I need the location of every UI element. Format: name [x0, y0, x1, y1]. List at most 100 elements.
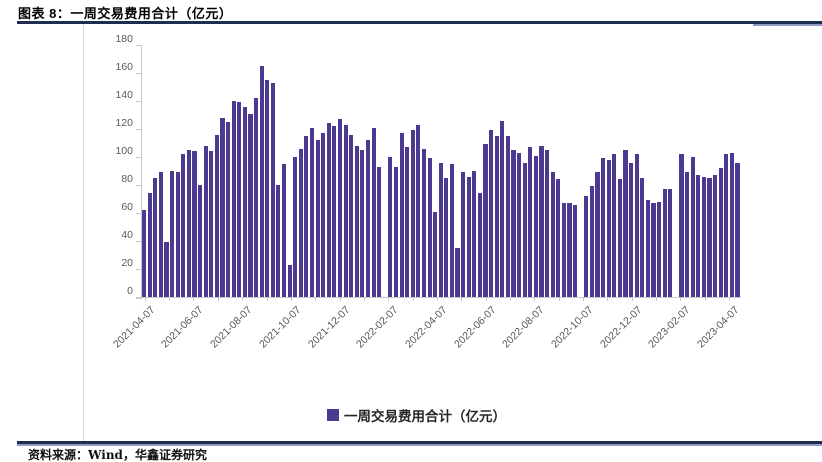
- x-axis-tick: [217, 297, 219, 301]
- bar: [377, 166, 382, 297]
- bar: [640, 178, 645, 297]
- bar: [466, 176, 471, 297]
- bar: [629, 162, 634, 297]
- y-axis-tick: [136, 44, 141, 46]
- x-axis-tick: [582, 297, 584, 301]
- bar: [405, 147, 410, 297]
- footer-rule-light: [17, 444, 822, 446]
- bar: [248, 113, 253, 297]
- bar: [707, 178, 712, 297]
- y-axis-tick: [136, 128, 141, 130]
- bar: [287, 264, 292, 297]
- x-axis-tick: [655, 297, 657, 301]
- header-rule: [17, 21, 822, 24]
- bar: [601, 158, 606, 297]
- y-axis-label: 100: [115, 144, 133, 157]
- y-axis-label: 80: [121, 172, 133, 185]
- x-axis-tick: [680, 297, 682, 301]
- bar: [545, 150, 550, 297]
- bar: [225, 122, 231, 297]
- bar: [147, 193, 152, 297]
- bar: [203, 145, 208, 297]
- bar: [701, 176, 706, 297]
- chart-legend: 一周交易费用合计（亿元）: [117, 405, 716, 425]
- x-axis-label: 2022-02-07: [354, 304, 401, 351]
- x-axis-tick: [509, 297, 511, 301]
- legend-label: 一周交易费用合计（亿元）: [344, 409, 506, 424]
- bar: [410, 130, 415, 297]
- x-axis-tick: [193, 297, 195, 301]
- bar: [561, 203, 566, 297]
- bar: [175, 172, 180, 297]
- bar: [685, 172, 690, 297]
- bar: [449, 164, 455, 297]
- source-note: 资料来源：Wind，华鑫证券研究: [28, 448, 207, 462]
- bar: [623, 150, 628, 297]
- bar: [309, 127, 315, 297]
- bar: [399, 133, 404, 297]
- x-axis-label: 2021-12-07: [305, 304, 353, 351]
- x-axis-label: 2021-04-07: [110, 304, 158, 351]
- x-axis-tick: [169, 297, 171, 301]
- bar: [533, 155, 538, 297]
- x-axis-tick: [436, 297, 438, 301]
- y-axis-label: 160: [115, 60, 133, 73]
- x-axis-tick: [339, 297, 341, 301]
- bar: [735, 162, 740, 297]
- bar: [729, 152, 734, 297]
- y-axis-tick: [136, 184, 141, 186]
- x-axis-label: 2021-10-07: [256, 304, 304, 351]
- bar: [186, 150, 191, 297]
- bar: [494, 136, 499, 297]
- bar: [388, 157, 393, 297]
- bar: [332, 126, 337, 297]
- bar: [539, 145, 544, 297]
- bar: [209, 151, 214, 297]
- bar: [253, 98, 259, 297]
- y-axis-tick: [136, 240, 141, 242]
- bar: [517, 152, 522, 297]
- y-axis-tick: [136, 100, 141, 102]
- y-axis-label: 60: [121, 200, 133, 213]
- bar: [181, 154, 186, 297]
- bar: [573, 204, 578, 297]
- y-axis-tick: [136, 296, 141, 298]
- bar: [304, 136, 309, 297]
- bar: [281, 164, 287, 297]
- x-axis-tick: [144, 297, 146, 301]
- bar: [651, 203, 656, 297]
- x-axis-tick: [607, 297, 609, 301]
- bar: [231, 101, 236, 297]
- bar: [298, 148, 303, 297]
- bar: [270, 82, 275, 297]
- bar: [237, 102, 242, 297]
- bar: [550, 172, 555, 297]
- bar: [142, 210, 147, 297]
- bar: [724, 154, 729, 297]
- bar: [483, 144, 488, 297]
- bar: [315, 140, 320, 297]
- x-axis-tick: [388, 297, 390, 301]
- y-axis-tick: [136, 212, 141, 214]
- bar: [220, 117, 225, 297]
- bar: [556, 179, 561, 297]
- bar: [197, 185, 203, 297]
- bar: [433, 211, 438, 297]
- bar: [657, 201, 662, 297]
- bar: [461, 172, 466, 297]
- bar: [416, 124, 421, 297]
- legend-swatch-icon: [327, 409, 339, 421]
- bar: [343, 124, 348, 297]
- bar: [662, 189, 667, 297]
- header-rule-light: [753, 24, 822, 26]
- x-axis-tick: [704, 297, 706, 301]
- bar: [169, 171, 175, 297]
- bar: [360, 150, 365, 297]
- x-axis-label: 2022-08-07: [500, 304, 547, 351]
- x-axis-tick: [266, 297, 268, 301]
- x-axis-label: 2022-10-07: [548, 304, 596, 351]
- bar: [595, 172, 600, 297]
- bar: [567, 203, 572, 297]
- y-axis-label: 0: [127, 284, 133, 297]
- bar: [472, 171, 477, 297]
